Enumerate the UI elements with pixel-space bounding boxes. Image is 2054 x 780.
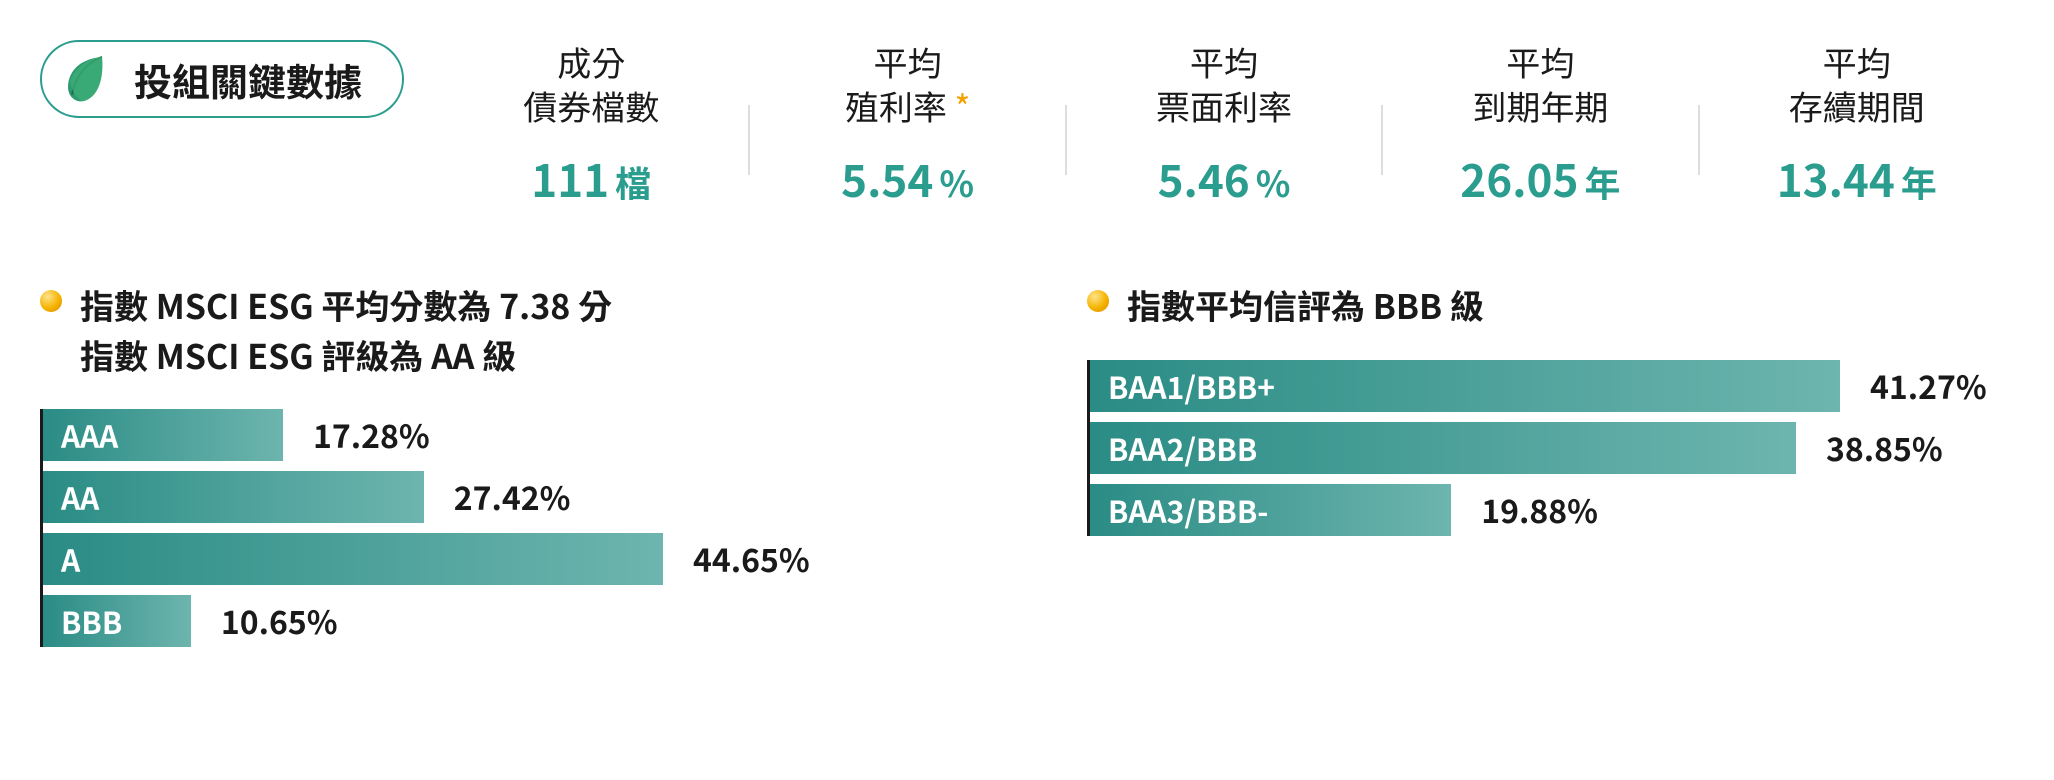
chart-title-line: 指數 MSCI ESG 平均分數為 7.38 分 [80, 280, 612, 329]
metric-value: 13.44年 [1700, 146, 2014, 210]
bar: AAA [43, 409, 283, 461]
bar-value-label: 17.28% [313, 412, 430, 458]
metric-item: 平均到期年期 26.05年 [1383, 40, 1697, 210]
bar-row: BAA1/BBB+ 41.27% [1090, 360, 2014, 412]
metric-value: 111檔 [434, 146, 748, 210]
bar: A [43, 533, 663, 585]
bar-row: BAA3/BBB- 19.88% [1090, 484, 2014, 536]
metric-item: 平均存續期間 13.44年 [1700, 40, 2014, 210]
metrics-row: 成分債券檔數 111檔平均殖利率 * 5.54%平均票面利率 5.46%平均到期年期 2… [434, 40, 2014, 210]
esg-chart-title: 指數 MSCI ESG 平均分數為 7.38 分 指數 MSCI ESG 評級為… [40, 280, 967, 379]
metric-label: 成分債券檔數 [434, 40, 748, 128]
bar-row: BAA2/BBB 38.85% [1090, 422, 2014, 474]
chart-title-line: 指數 MSCI ESG 評級為 AA 級 [80, 330, 612, 379]
bar-row: A 44.65% [43, 533, 967, 585]
bar-row: BBB 10.65% [43, 595, 967, 647]
metric-value: 5.54% [750, 146, 1064, 210]
bullet-icon [1087, 290, 1109, 312]
metric-label: 平均到期年期 [1383, 40, 1697, 128]
charts-section: 指數 MSCI ESG 平均分數為 7.38 分 指數 MSCI ESG 評級為… [40, 280, 2014, 647]
bar-row: AA 27.42% [43, 471, 967, 523]
metric-item: 平均票面利率 5.46% [1067, 40, 1381, 210]
bar-row: AAA 17.28% [43, 409, 967, 461]
esg-chart-title-text: 指數 MSCI ESG 平均分數為 7.38 分 指數 MSCI ESG 評級為… [80, 280, 612, 379]
bar-value-label: 27.42% [454, 474, 571, 520]
asterisk-icon: * [947, 81, 971, 130]
bar-value-label: 41.27% [1870, 363, 1987, 409]
bullet-icon [40, 290, 62, 312]
credit-chart-title-text: 指數平均信評為 BBB 級 [1127, 280, 1484, 329]
metric-item: 成分債券檔數 111檔 [434, 40, 748, 210]
metric-label: 平均票面利率 [1067, 40, 1381, 128]
bar-value-label: 44.65% [693, 536, 810, 582]
credit-chart-title: 指數平均信評為 BBB 級 [1087, 280, 2014, 329]
chart-title-line: 指數平均信評為 BBB 級 [1127, 280, 1484, 329]
metric-value: 5.46% [1067, 146, 1381, 210]
leaf-icon [58, 51, 114, 107]
bar-value-label: 10.65% [221, 598, 338, 644]
bar-value-label: 38.85% [1826, 425, 1943, 471]
header-row: 投組關鍵數據 成分債券檔數 111檔平均殖利率 * 5.54%平均票面利率 5.46%… [40, 40, 2014, 210]
bar: AA [43, 471, 424, 523]
credit-bars: BAA1/BBB+ 41.27% BAA2/BBB 38.85% BAA3/BBB- 19… [1087, 360, 2014, 536]
bar: BAA2/BBB [1090, 422, 1796, 474]
esg-bars: AAA 17.28% AA 27.42% A 44.65% BBB 10.65% [40, 409, 967, 647]
bar-value-label: 19.88% [1481, 487, 1598, 533]
esg-chart: 指數 MSCI ESG 平均分數為 7.38 分 指數 MSCI ESG 評級為… [40, 280, 967, 647]
credit-chart: 指數平均信評為 BBB 級 BAA1/BBB+ 41.27% BAA2/BBB 38.… [1087, 280, 2014, 647]
title-pill: 投組關鍵數據 [40, 40, 404, 118]
page-title: 投組關鍵數據 [134, 52, 362, 107]
bar: BAA1/BBB+ [1090, 360, 1840, 412]
metric-value: 26.05年 [1383, 146, 1697, 210]
bar: BBB [43, 595, 191, 647]
metric-item: 平均殖利率 * 5.54% [750, 40, 1064, 210]
metric-label: 平均存續期間 [1700, 40, 2014, 128]
metric-label: 平均殖利率 * [750, 40, 1064, 128]
bar: BAA3/BBB- [1090, 484, 1451, 536]
